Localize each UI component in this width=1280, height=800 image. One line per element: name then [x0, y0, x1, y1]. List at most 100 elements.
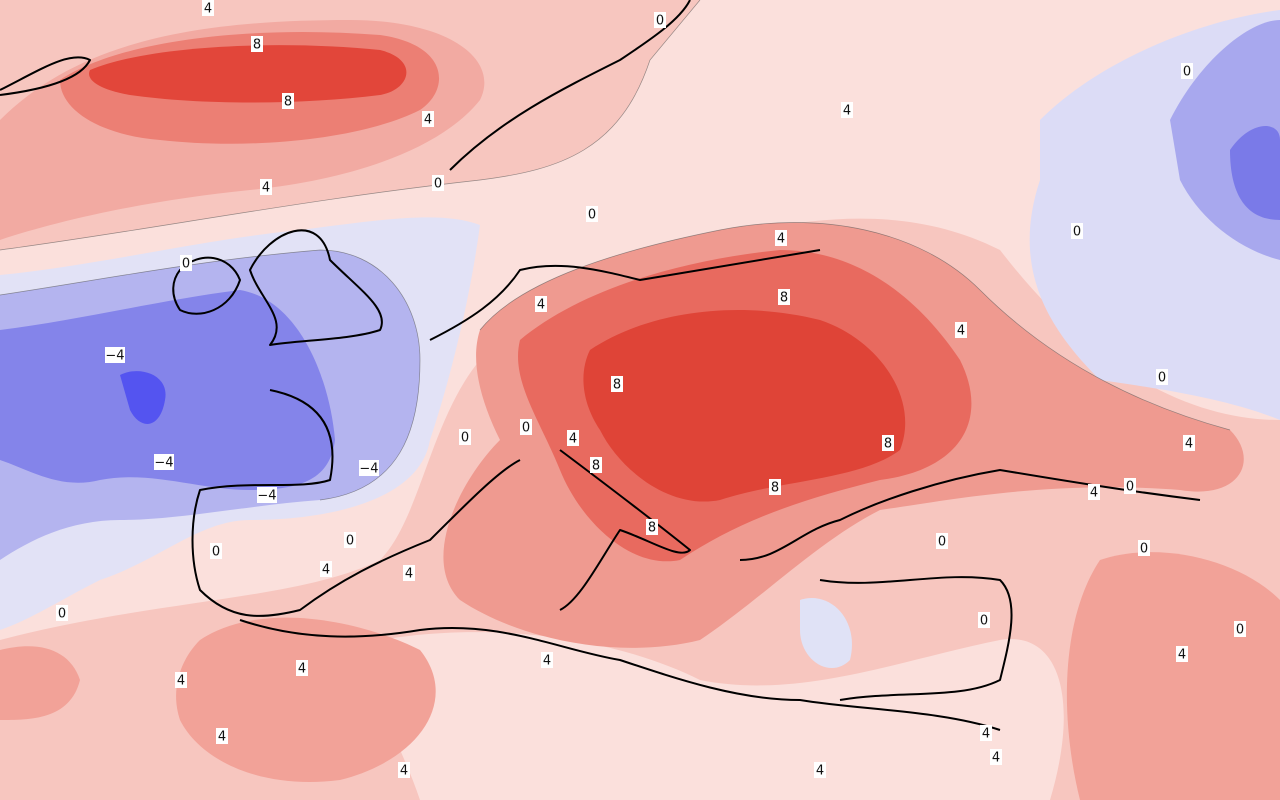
- label-bg: [1071, 223, 1083, 239]
- label-bg: [586, 206, 598, 222]
- label-bg: [590, 457, 602, 473]
- label-bg: [216, 728, 228, 744]
- negative-zone: [1230, 126, 1280, 220]
- coast-britain: [249, 229, 383, 346]
- label-bg: [432, 175, 444, 191]
- label-bg: [778, 289, 790, 305]
- label-bg: [841, 102, 853, 118]
- negative-zone: [800, 598, 852, 669]
- contour-label: 4: [204, 2, 212, 17]
- label-bg: [175, 672, 187, 688]
- contour-label: 4: [405, 567, 413, 582]
- label-bg: [814, 762, 826, 778]
- contour-label: −4: [154, 456, 173, 471]
- contour-label: 0: [1236, 623, 1244, 638]
- label-bg: [296, 660, 308, 676]
- contour-label: 4: [218, 730, 226, 745]
- label-bg: [535, 296, 547, 312]
- contour-label: 4: [992, 751, 1000, 766]
- label-bg: [1138, 540, 1150, 556]
- contour-label: 0: [588, 208, 596, 223]
- label-bg: [1124, 478, 1136, 494]
- contour-label: 8: [284, 95, 292, 110]
- contour-label: 8: [253, 38, 261, 53]
- contour-label: −4: [257, 489, 276, 504]
- negative-core: [120, 371, 166, 424]
- contour-label: 0: [1158, 371, 1166, 386]
- label-bg: [775, 230, 787, 246]
- label-bg: [1183, 435, 1195, 451]
- contour-label: 0: [938, 535, 946, 550]
- coast-africa: [239, 619, 1001, 731]
- contour-label: 0: [522, 421, 530, 436]
- contour-label: 4: [777, 232, 785, 247]
- coast-iberia: [191, 389, 521, 617]
- contour-label: 8: [648, 521, 656, 536]
- contour-label: 8: [884, 437, 892, 452]
- label-bg: [520, 419, 532, 435]
- label-bg: [1088, 484, 1100, 500]
- contour-label: 8: [592, 459, 600, 474]
- coast-italy: [559, 449, 691, 611]
- label-bg: [320, 561, 332, 577]
- contour-label: 4: [1090, 486, 1098, 501]
- label-bg: [56, 605, 68, 621]
- label-bg: [1156, 369, 1168, 385]
- pale-band: [374, 632, 1064, 800]
- contour-label: 0: [980, 614, 988, 629]
- coast-north: [429, 249, 821, 341]
- label-bg: [398, 762, 410, 778]
- contour-label: 4: [400, 764, 408, 779]
- positive-core: [89, 45, 407, 103]
- contour-label: −4: [359, 462, 378, 477]
- contour-label: 4: [322, 563, 330, 578]
- label-bg: [180, 255, 192, 271]
- coast-blacksea: [739, 469, 1201, 561]
- label-bg: [646, 519, 658, 535]
- label-bg: [202, 0, 214, 16]
- label-bg: [459, 429, 471, 445]
- contour-label: 0: [182, 257, 190, 272]
- label-bg: [978, 612, 990, 628]
- contour-label: 4: [298, 662, 306, 677]
- label-bg: [1176, 646, 1188, 662]
- contour-label: 4: [262, 181, 270, 196]
- contour-label: 4: [424, 113, 432, 128]
- label-bg: [980, 725, 992, 741]
- positive-zone: [1066, 552, 1280, 800]
- contour-label: 0: [346, 534, 354, 549]
- contour-label: 0: [461, 431, 469, 446]
- label-bg: [359, 460, 379, 476]
- label-bg: [260, 179, 272, 195]
- label-bg: [769, 479, 781, 495]
- coast-norway: [449, 0, 691, 171]
- contour-label: 4: [843, 104, 851, 119]
- label-bg: [154, 454, 174, 470]
- contour-label: 4: [816, 764, 824, 779]
- label-bg: [882, 435, 894, 451]
- contour-label: 0: [212, 545, 220, 560]
- isoline: [0, 249, 421, 501]
- label-bg: [936, 533, 948, 549]
- contour-label: 8: [613, 378, 621, 393]
- contour-label: 8: [771, 481, 779, 496]
- contour-label: 4: [569, 432, 577, 447]
- contour-label: 0: [1126, 480, 1134, 495]
- contour-label: 0: [1183, 65, 1191, 80]
- label-bg: [105, 347, 125, 363]
- label-bg: [541, 652, 553, 668]
- negative-zone: [0, 290, 335, 490]
- label-bg: [611, 376, 623, 392]
- label-bg: [344, 532, 356, 548]
- contour-label: 4: [1178, 648, 1186, 663]
- contour-label: 4: [543, 654, 551, 669]
- label-bg: [257, 487, 277, 503]
- coast-iceland: [0, 56, 91, 96]
- contour-label: 4: [537, 298, 545, 313]
- contour-label: 4: [177, 674, 185, 689]
- coastlines: [0, 0, 1201, 731]
- contour-label: 4: [982, 727, 990, 742]
